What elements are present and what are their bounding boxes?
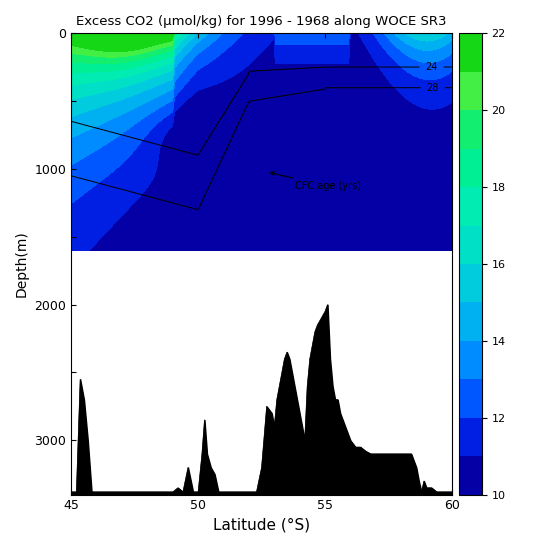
Text: 28: 28	[427, 83, 439, 93]
X-axis label: Latitude (°S): Latitude (°S)	[213, 518, 310, 533]
Title: Excess CO2 (μmol/kg) for 1996 - 1968 along WOCE SR3: Excess CO2 (μmol/kg) for 1996 - 1968 alo…	[76, 15, 447, 28]
Y-axis label: Depth(m): Depth(m)	[15, 231, 29, 298]
Text: CFC age (yrs): CFC age (yrs)	[270, 172, 360, 191]
Text: 24: 24	[425, 62, 437, 72]
